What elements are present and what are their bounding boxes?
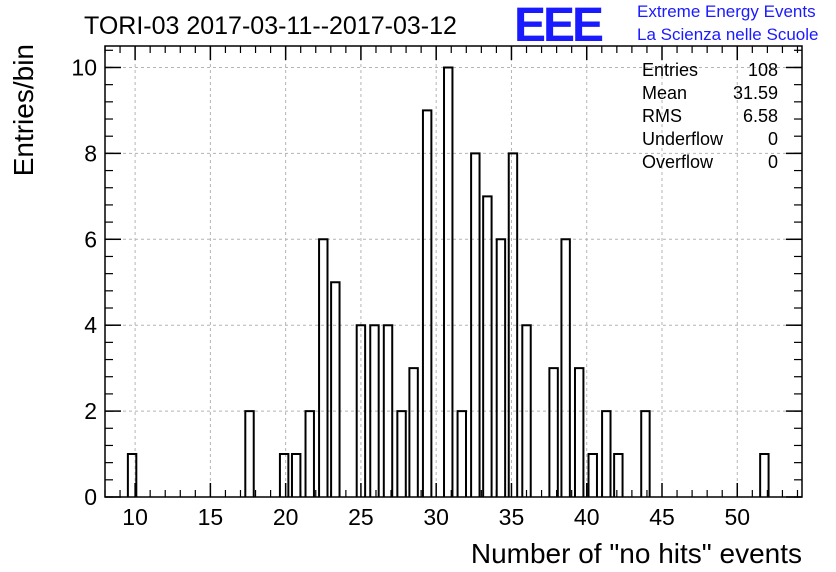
axis-ticks xyxy=(104,46,802,498)
y-tick-label: 10 xyxy=(71,54,97,80)
x-tick-label: 20 xyxy=(273,504,299,530)
histogram-bar xyxy=(507,152,519,497)
stats-label: RMS xyxy=(642,106,682,126)
histogram-bar xyxy=(421,109,433,497)
stats-value: 6.58 xyxy=(743,106,778,126)
histogram-bar xyxy=(482,195,493,497)
histogram-bar xyxy=(290,453,302,497)
histogram-bar xyxy=(470,152,481,497)
histogram-bar xyxy=(369,324,380,497)
y-axis-label: Entries/bin xyxy=(8,44,39,176)
y-tick-labels: 0 2 4 6 8 10 xyxy=(71,54,97,510)
y-tick-label: 8 xyxy=(84,140,97,166)
y-tick-label: 2 xyxy=(84,398,97,424)
histogram-bar xyxy=(601,410,612,497)
y-tick-label: 4 xyxy=(84,312,97,338)
y-tick-label: 0 xyxy=(84,484,97,510)
stats-value: 31.59 xyxy=(733,83,778,103)
histogram-bar xyxy=(330,281,341,497)
grid xyxy=(105,46,802,497)
stats-label: Entries xyxy=(642,60,698,80)
histogram-bar xyxy=(304,410,315,497)
stats-box: Entries 108 Mean 31.59 RMS 6.58 Underflow 0 Over… xyxy=(642,60,778,172)
x-tick-label: 25 xyxy=(348,504,374,530)
histogram-bar xyxy=(548,367,559,497)
histogram-bar xyxy=(408,367,419,497)
eee-logo-line-2: La Scienza nelle Scuole xyxy=(637,25,818,44)
histogram-bar xyxy=(759,453,770,497)
histogram-bar xyxy=(355,324,367,497)
y-tick-label: 6 xyxy=(84,226,97,252)
x-tick-label: 15 xyxy=(198,504,224,530)
x-axis-label: Number of "no hits" events xyxy=(471,538,802,569)
histogram-bar xyxy=(456,410,467,497)
x-tick-label: 35 xyxy=(499,504,525,530)
histogram-bar xyxy=(278,453,290,497)
x-tick-label: 40 xyxy=(574,504,600,530)
stats-value: 0 xyxy=(768,129,778,149)
histogram-bar xyxy=(126,453,138,497)
histogram-bar xyxy=(587,453,598,497)
stats-value: 0 xyxy=(768,152,778,172)
histogram-bar xyxy=(640,410,651,497)
x-tick-label: 45 xyxy=(649,504,675,530)
stats-label: Underflow xyxy=(642,129,724,149)
histogram-bar xyxy=(573,367,585,497)
eee-logo-line-1: Extreme Energy Events xyxy=(637,2,816,21)
histogram-bar xyxy=(244,410,255,497)
histogram-bar xyxy=(560,238,571,497)
histogram-bar xyxy=(521,324,532,497)
histogram-bar xyxy=(318,238,329,497)
histogram-bar xyxy=(443,66,454,497)
histogram-bar xyxy=(396,410,407,497)
histogram-bar xyxy=(382,324,394,497)
stats-label: Mean xyxy=(642,83,687,103)
x-tick-label: 50 xyxy=(724,504,750,530)
eee-logo: EEE Extreme Energy Events La Scienza nel… xyxy=(514,0,818,52)
chart-title: TORI-03 2017-03-11--2017-03-12 xyxy=(84,12,457,40)
stats-label: Overflow xyxy=(642,152,714,172)
histogram-bars xyxy=(126,66,770,497)
stats-value: 108 xyxy=(748,60,778,80)
x-tick-labels: 10 15 20 25 30 35 40 45 50 xyxy=(122,504,750,530)
x-tick-label: 10 xyxy=(122,504,148,530)
histogram-bar xyxy=(613,453,624,497)
eee-logo-mark: EEE xyxy=(514,0,603,52)
histogram-bar xyxy=(495,238,507,497)
x-tick-label: 30 xyxy=(423,504,449,530)
plot-frame xyxy=(104,45,803,498)
